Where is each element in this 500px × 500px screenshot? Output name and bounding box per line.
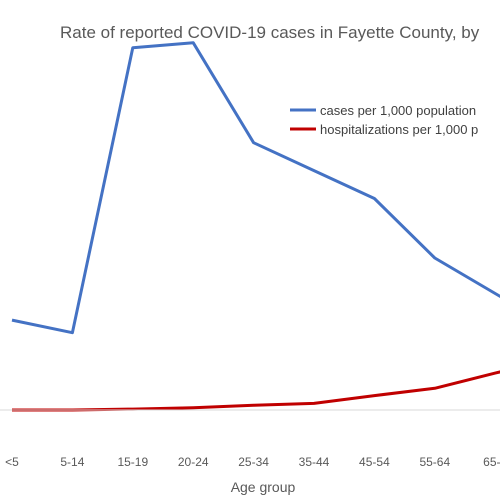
chart-title: Rate of reported COVID-19 cases in Fayet…	[60, 23, 480, 42]
legend-label-1: cases per 1,000 population	[320, 103, 476, 118]
legend-label-2: hospitalizations per 1,000 p	[320, 122, 478, 137]
x-tick-label: <5	[5, 455, 19, 469]
x-tick-label: 65-7	[483, 455, 500, 469]
x-tick-label: 55-64	[419, 455, 450, 469]
x-tick-labels: <5 5-14 15-19 20-24 25-34 35-44 45-54 55-64 65-7	[5, 455, 500, 469]
series-line-2	[12, 370, 500, 412]
x-tick-label: 5-14	[60, 455, 84, 469]
x-axis-label: Age group	[231, 479, 296, 495]
x-tick-label: 15-19	[117, 455, 148, 469]
x-tick-label: 35-44	[299, 455, 330, 469]
plot-area	[11, 41, 500, 412]
legend: cases per 1,000 population hospitalizatio…	[290, 103, 478, 137]
series-line-1	[11, 41, 500, 335]
x-tick-label: 45-54	[359, 455, 390, 469]
x-tick-label: 25-34	[238, 455, 269, 469]
x-tick-label: 20-24	[178, 455, 209, 469]
